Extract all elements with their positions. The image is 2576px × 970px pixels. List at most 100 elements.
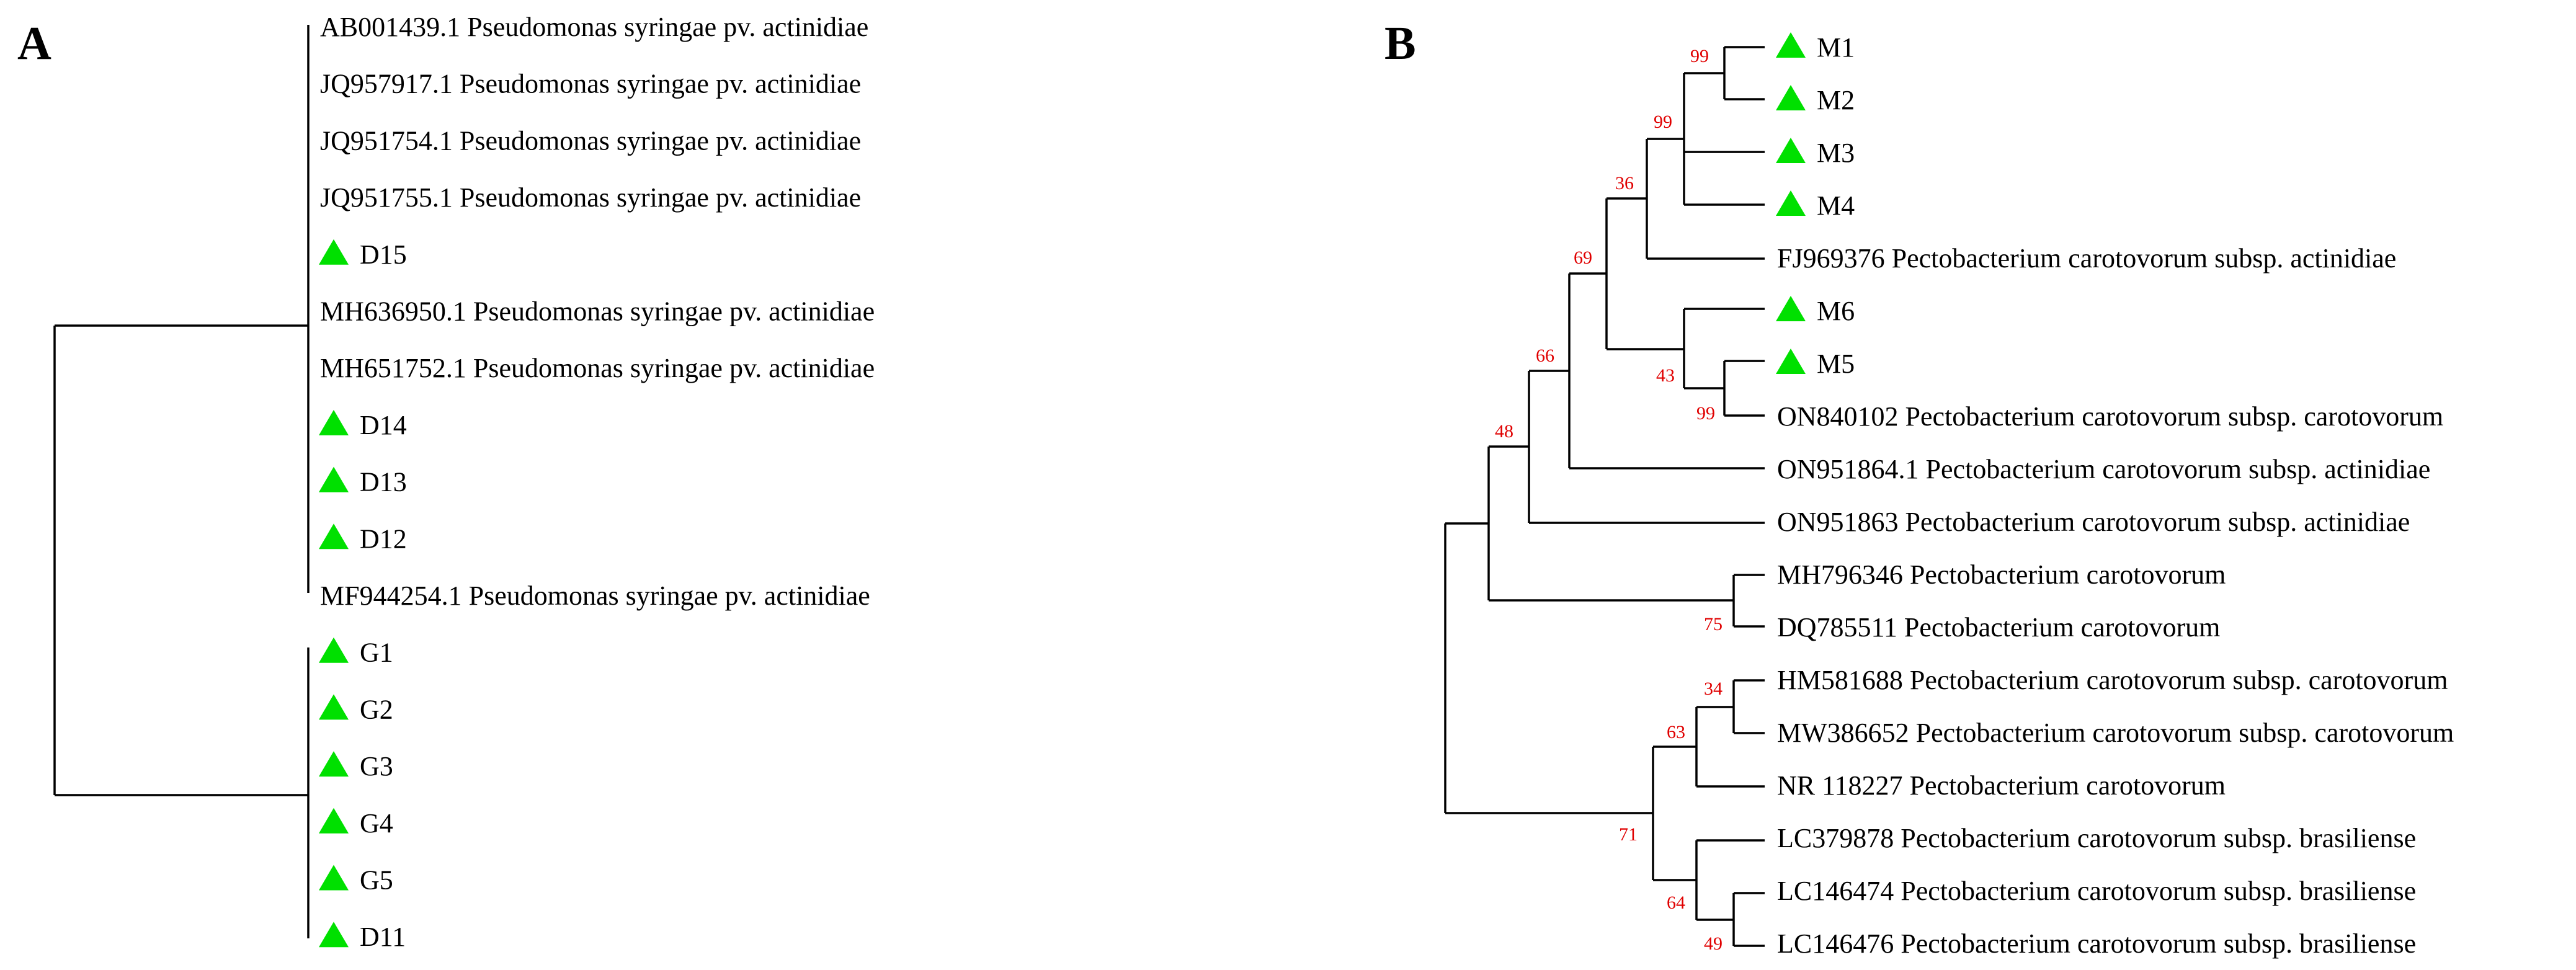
green-triangle-icon	[1776, 85, 1806, 110]
leaf-label: MW386652 Pectobacterium carotovorum subs…	[1777, 718, 2454, 748]
leaf-row: MH636950.1 Pseudomonas syringae pv. acti…	[320, 296, 875, 327]
leaf-row: JQ951755.1 Pseudomonas syringae pv. acti…	[320, 182, 861, 213]
panel-b-bootstrap-values: 99 99 36 69 66 48 43 99 75 34 63 71 64 4…	[1495, 46, 1723, 954]
bootstrap-value: 49	[1704, 933, 1723, 954]
green-triangle-icon	[1776, 138, 1806, 163]
leaf-label: M3	[1817, 138, 1855, 168]
panel-a-tree: A AB001439.1 Pseudomonas syringae pv. ac…	[17, 12, 875, 952]
green-triangle-icon	[1776, 32, 1806, 58]
leaf-row: M2	[1776, 85, 1855, 115]
panel-a-branches	[53, 25, 310, 938]
leaf-row: M5	[1776, 349, 1855, 379]
bootstrap-value: 99	[1654, 112, 1672, 132]
leaf-row: ON951864.1 Pectobacterium carotovorum su…	[1777, 454, 2430, 484]
leaf-row: FJ969376 Pectobacterium carotovorum subs…	[1777, 243, 2396, 274]
green-triangle-icon	[1776, 349, 1806, 374]
leaf-row: MW386652 Pectobacterium carotovorum subs…	[1777, 718, 2454, 748]
leaf-label: MH651752.1 Pseudomonas syringae pv. acti…	[320, 353, 875, 383]
leaf-label: AB001439.1 Pseudomonas syringae pv. acti…	[320, 12, 868, 42]
leaf-label: G2	[360, 694, 393, 724]
leaf-label: D15	[360, 239, 407, 270]
leaf-row: G4	[319, 808, 393, 839]
bootstrap-value: 43	[1656, 365, 1675, 386]
panel-b-branches	[1444, 46, 1765, 947]
leaf-row: D13	[319, 466, 407, 497]
leaf-row: LC146474 Pectobacterium carotovorum subs…	[1777, 876, 2416, 906]
leaf-label: D14	[360, 410, 407, 440]
leaf-row: LC146476 Pectobacterium carotovorum subs…	[1777, 928, 2416, 959]
panel-a-leaves: AB001439.1 Pseudomonas syringae pv. acti…	[319, 12, 875, 952]
bootstrap-value: 63	[1667, 722, 1685, 742]
leaf-row: G5	[319, 865, 393, 896]
leaf-row: G1	[319, 637, 393, 668]
green-triangle-icon	[319, 865, 349, 891]
panel-a-label: A	[17, 17, 51, 69]
green-triangle-icon	[319, 523, 349, 550]
bootstrap-value: 71	[1619, 824, 1638, 845]
leaf-label: G4	[360, 808, 393, 839]
green-triangle-icon	[319, 808, 349, 834]
leaf-row: ON951863 Pectobacterium carotovorum subs…	[1777, 507, 2410, 537]
leaf-label: LC146474 Pectobacterium carotovorum subs…	[1777, 876, 2416, 906]
bootstrap-value: 64	[1667, 892, 1685, 913]
leaf-row: HM581688 Pectobacterium carotovorum subs…	[1777, 665, 2448, 695]
leaf-label: NR 118227 Pectobacterium carotovorum	[1777, 770, 2226, 801]
leaf-row: LC379878 Pectobacterium carotovorum subs…	[1777, 823, 2416, 853]
leaf-row: D12	[319, 523, 407, 554]
leaf-row: M6	[1776, 296, 1855, 326]
bootstrap-value: 48	[1495, 421, 1513, 442]
leaf-label: MH796346 Pectobacterium carotovorum	[1777, 559, 2226, 590]
leaf-row: MF944254.1 Pseudomonas syringae pv. acti…	[320, 581, 870, 611]
leaf-label: D11	[360, 922, 406, 952]
panel-b-tree: B	[1384, 17, 2454, 959]
leaf-label: G5	[360, 865, 393, 896]
green-triangle-icon	[1776, 296, 1806, 321]
leaf-label: M2	[1817, 85, 1855, 115]
leaf-row: D15	[319, 239, 407, 270]
leaf-row: M1	[1776, 32, 1855, 63]
leaf-label: G1	[360, 638, 393, 668]
leaf-row: G3	[319, 751, 393, 781]
leaf-label: JQ957917.1 Pseudomonas syringae pv. acti…	[320, 69, 861, 99]
leaf-label: MF944254.1 Pseudomonas syringae pv. acti…	[320, 581, 870, 611]
leaf-label: ON840102 Pectobacterium carotovorum subs…	[1777, 401, 2443, 432]
leaf-row: JQ951754.1 Pseudomonas syringae pv. acti…	[320, 125, 861, 156]
leaf-label: D13	[360, 467, 407, 497]
leaf-row: D11	[319, 922, 406, 952]
leaf-label: FJ969376 Pectobacterium carotovorum subs…	[1777, 243, 2396, 274]
green-triangle-icon	[319, 751, 349, 777]
bootstrap-value: 75	[1704, 614, 1723, 634]
leaf-label: DQ785511 Pectobacterium carotovorum	[1777, 612, 2220, 643]
green-triangle-icon	[1776, 190, 1806, 216]
leaf-label: JQ951755.1 Pseudomonas syringae pv. acti…	[320, 182, 861, 213]
leaf-label: ON951864.1 Pectobacterium carotovorum su…	[1777, 454, 2430, 484]
leaf-label: MH636950.1 Pseudomonas syringae pv. acti…	[320, 296, 875, 327]
green-triangle-icon	[319, 922, 349, 948]
leaf-label: HM581688 Pectobacterium carotovorum subs…	[1777, 665, 2448, 695]
bootstrap-value: 99	[1690, 46, 1709, 66]
leaf-row: NR 118227 Pectobacterium carotovorum	[1777, 770, 2226, 801]
panel-b-leaves: M1 M2 M3 M4 FJ969376 Pectobacterium carotovo…	[1776, 32, 2454, 959]
leaf-label: G3	[360, 751, 393, 781]
leaf-label: ON951863 Pectobacterium carotovorum subs…	[1777, 507, 2410, 537]
green-triangle-icon	[319, 466, 349, 492]
leaf-row: JQ957917.1 Pseudomonas syringae pv. acti…	[320, 69, 861, 99]
leaf-row: G2	[319, 694, 393, 724]
leaf-row: MH796346 Pectobacterium carotovorum	[1777, 559, 2226, 590]
bootstrap-value: 34	[1704, 679, 1723, 699]
bootstrap-value: 69	[1574, 247, 1592, 268]
leaf-row: AB001439.1 Pseudomonas syringae pv. acti…	[320, 12, 868, 42]
leaf-row: DQ785511 Pectobacterium carotovorum	[1777, 612, 2220, 643]
leaf-label: LC146476 Pectobacterium carotovorum subs…	[1777, 928, 2416, 959]
bootstrap-value: 66	[1536, 345, 1554, 366]
leaf-label: D12	[360, 523, 407, 554]
green-triangle-icon	[319, 694, 349, 720]
leaf-label: M4	[1817, 190, 1855, 221]
green-triangle-icon	[319, 239, 349, 265]
leaf-row: ON840102 Pectobacterium carotovorum subs…	[1777, 401, 2443, 432]
leaf-label: M5	[1817, 349, 1855, 379]
leaf-label: JQ951754.1 Pseudomonas syringae pv. acti…	[320, 125, 861, 156]
bootstrap-value: 99	[1696, 403, 1715, 424]
green-triangle-icon	[319, 637, 349, 663]
